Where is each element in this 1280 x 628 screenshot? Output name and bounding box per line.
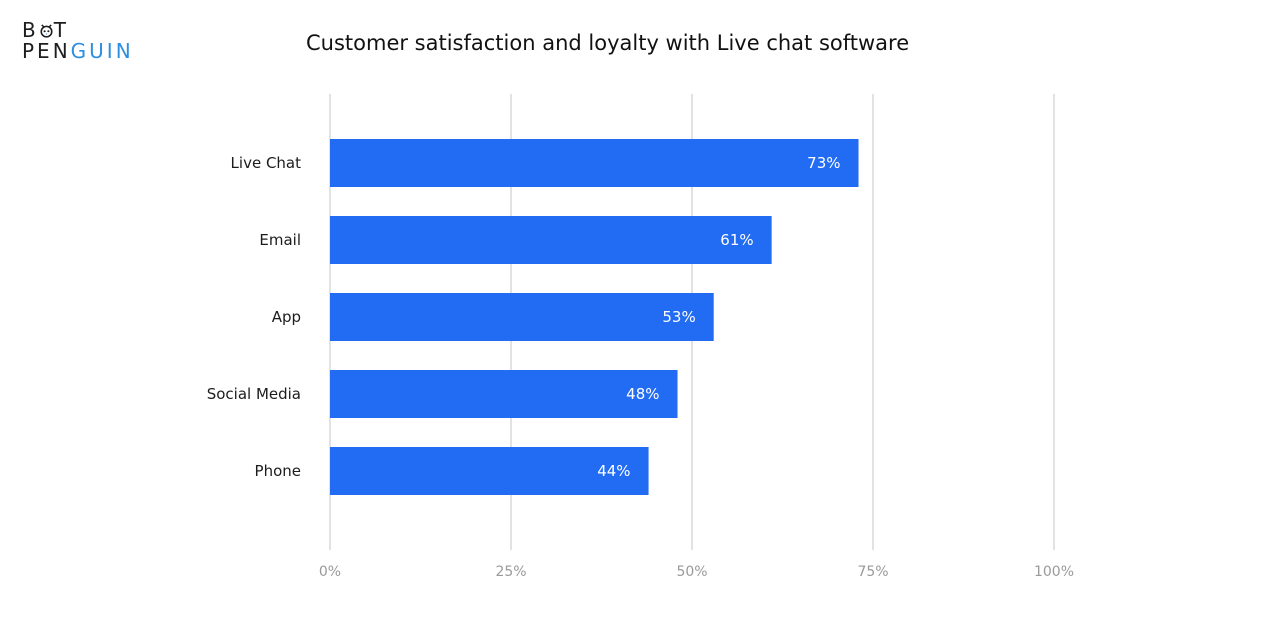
bar <box>330 293 714 341</box>
category-label: Live Chat <box>231 154 302 172</box>
category-label: Phone <box>255 462 301 480</box>
penguin-face-icon <box>40 24 53 38</box>
bar <box>330 216 772 264</box>
chart-title: Customer satisfaction and loyalty with L… <box>306 31 910 55</box>
bars: 73% 61% 53% 48% 44% <box>330 139 859 495</box>
bar-value-label: 53% <box>662 308 695 326</box>
bar-value-label: 61% <box>720 231 753 249</box>
category-label: App <box>272 308 301 326</box>
bar <box>330 370 678 418</box>
bar-value-label: 44% <box>597 462 630 480</box>
x-tick-label: 50% <box>676 564 707 580</box>
x-tick-label: 0% <box>319 564 341 580</box>
x-tick-label: 75% <box>857 564 888 580</box>
category-label: Email <box>259 231 301 249</box>
logo-line-bottom: PENGUIN <box>22 39 134 63</box>
bar <box>330 139 859 187</box>
x-axis-tick-labels: 0% 25% 50% 75% 100% <box>319 564 1074 580</box>
bar <box>330 447 649 495</box>
x-tick-label: 100% <box>1034 564 1074 580</box>
category-labels: Live Chat Email App Social Media Phone <box>207 154 301 480</box>
category-label: Social Media <box>207 385 301 403</box>
bar-value-label: 73% <box>807 154 840 172</box>
bar-value-label: 48% <box>626 385 659 403</box>
x-tick-label: 25% <box>495 564 526 580</box>
